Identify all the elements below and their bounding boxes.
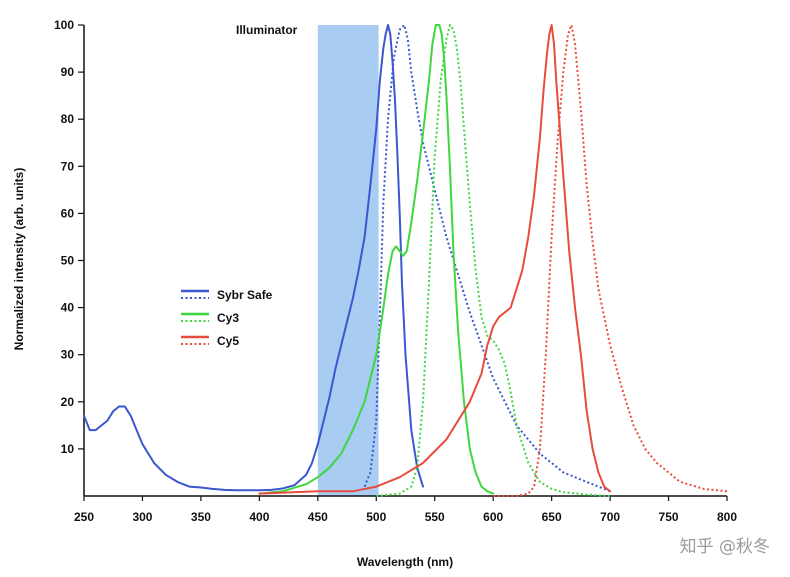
- x-tick-label: 450: [308, 510, 328, 524]
- y-tick-label: 90: [61, 65, 75, 79]
- legend-label-sybr-safe: Sybr Safe: [217, 288, 273, 302]
- watermark-text: 知乎 @秋冬: [680, 537, 770, 557]
- y-tick-label: 100: [54, 18, 74, 32]
- y-tick-label: 70: [61, 159, 75, 173]
- axes: 10 20 30 40 50 60 70 80 90 100 250 300 350 400 450 500 5…: [54, 18, 737, 524]
- illuminator-band: [317, 25, 379, 496]
- sybr-safe-excitation-line: [83, 24, 424, 492]
- y-tick-label: 10: [61, 442, 75, 456]
- illuminator-band-layer: [317, 25, 379, 496]
- y-tick-label: 80: [61, 112, 75, 126]
- cy5-excitation-line: [258, 24, 612, 495]
- series-layer: [83, 24, 728, 497]
- x-tick-label: 550: [425, 510, 445, 524]
- x-tick-label: 250: [74, 510, 94, 524]
- cy5-emission-line: [493, 24, 728, 497]
- illuminator-label: Illuminator: [236, 23, 298, 37]
- y-axis-title: Normalized intensity (arb. units): [12, 168, 26, 351]
- x-tick-label: 800: [717, 510, 737, 524]
- x-tick-label: 750: [659, 510, 679, 524]
- x-tick-label: 300: [132, 510, 152, 524]
- legend-label-cy3: Cy3: [217, 311, 239, 325]
- sybr-safe-emission-line: [363, 24, 611, 493]
- x-tick-label: 700: [600, 510, 620, 524]
- y-tick-label: 60: [61, 206, 75, 220]
- x-axis-title: Wavelength (nm): [357, 555, 453, 569]
- x-tick-label: 500: [366, 510, 386, 524]
- x-tick-label: 350: [191, 510, 211, 524]
- x-tick-label: 600: [483, 510, 503, 524]
- cy3-emission-line: [376, 24, 611, 497]
- x-tick-label: 650: [542, 510, 562, 524]
- legend-label-cy5: Cy5: [217, 334, 239, 348]
- x-tick-label: 400: [249, 510, 269, 524]
- y-tick-label: 50: [61, 254, 75, 268]
- cy3-excitation-line: [258, 24, 495, 495]
- legend: Sybr Safe Cy3 Cy5: [181, 288, 273, 348]
- y-tick-label: 30: [61, 348, 75, 362]
- y-tick-label: 20: [61, 395, 75, 409]
- y-tick-label: 40: [61, 301, 75, 315]
